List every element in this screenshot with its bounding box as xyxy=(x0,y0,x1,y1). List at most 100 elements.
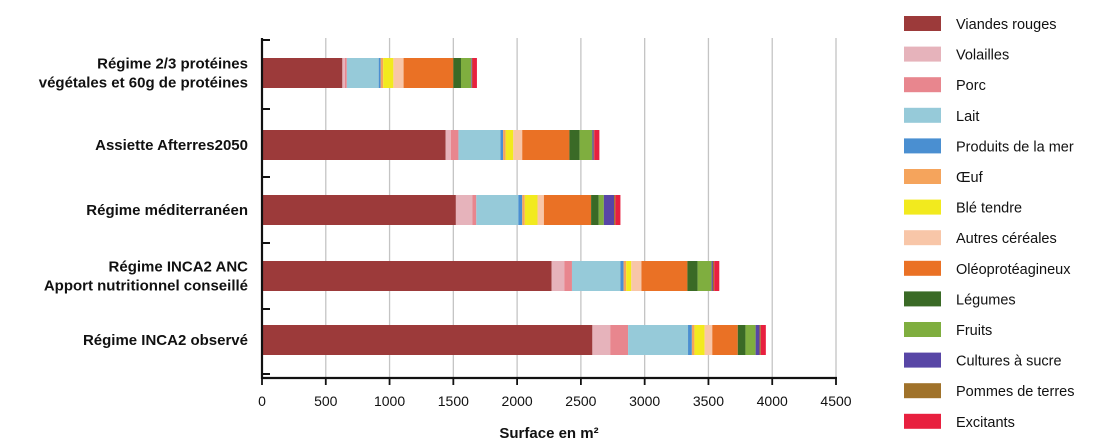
bar-segment xyxy=(688,325,692,355)
category-label: Régime INCA2 observé xyxy=(83,332,248,349)
bar-segment xyxy=(472,58,477,88)
legend-label: Fruits xyxy=(956,323,992,339)
bar-segment xyxy=(403,58,454,88)
bar-segment xyxy=(460,58,472,88)
bar-segment xyxy=(704,325,713,355)
legend-label: Œuf xyxy=(956,170,984,186)
bar-segment xyxy=(522,195,525,225)
x-axis-title: Surface en m² xyxy=(499,425,598,442)
bar-segment xyxy=(378,58,381,88)
legend-label: Viandes rouges xyxy=(956,17,1057,33)
category-label: Régime INCA2 ANC xyxy=(109,259,249,276)
x-tick-labels: 0 500 1000 1500 2000 2500 3000 3500 4000 4500 xyxy=(258,393,852,409)
bar-segment xyxy=(344,58,347,88)
bar-segment xyxy=(631,261,642,291)
category-label: Régime 2/3 protéines xyxy=(97,56,248,73)
legend-label: Cultures à sucre xyxy=(956,354,1062,370)
legend-label: Pommes de terres xyxy=(956,384,1074,400)
bar-segment xyxy=(393,58,404,88)
x-tick-label: 3000 xyxy=(629,393,660,409)
legend-swatch xyxy=(904,352,941,368)
bar-segment xyxy=(610,325,629,355)
bar-segment xyxy=(450,130,459,160)
bar-segment xyxy=(458,130,501,160)
bar-segment xyxy=(342,58,345,88)
bar-segment xyxy=(564,261,572,291)
bar-segment xyxy=(500,130,504,160)
legend-label: Porc xyxy=(956,78,986,94)
bar-segment xyxy=(262,261,552,291)
bar-segment xyxy=(711,261,713,291)
bar-segment xyxy=(472,195,477,225)
legend-label: Autres céréales xyxy=(956,231,1057,247)
legend-swatch xyxy=(904,77,941,93)
legend-label: Légumes xyxy=(956,292,1016,308)
bar-segment xyxy=(453,58,461,88)
x-tick-label: 1000 xyxy=(374,393,405,409)
bar-segment xyxy=(760,325,766,355)
bar-segment xyxy=(687,261,698,291)
legend-label: Oléoprotéagineux xyxy=(956,262,1071,278)
category-label: Assiette Afterres2050 xyxy=(95,137,248,154)
bar-segment xyxy=(537,195,544,225)
legend-swatch xyxy=(904,199,941,215)
bar-segment xyxy=(592,130,594,160)
bar-segment xyxy=(569,130,580,160)
category-label: Régime méditerranéen xyxy=(86,202,248,219)
bar-segment xyxy=(697,261,712,291)
bar-segment xyxy=(471,58,472,88)
legend-label: Produits de la mer xyxy=(956,139,1074,155)
bar-segment xyxy=(615,195,621,225)
axes xyxy=(260,38,837,385)
legend-label: Lait xyxy=(956,109,979,125)
bar-segment xyxy=(614,195,616,225)
legend: Viandes rouges Volailles Porc Lait Produits … xyxy=(904,16,1074,431)
bar-segment xyxy=(543,195,592,225)
bar-segment xyxy=(503,130,506,160)
x-tick-label: 4000 xyxy=(757,393,788,409)
bar-segment xyxy=(455,195,473,225)
legend-swatch xyxy=(904,46,941,62)
bar-segment xyxy=(603,195,615,225)
bar-segment xyxy=(620,261,624,291)
bar-segment xyxy=(593,130,595,160)
bar-segment xyxy=(551,261,565,291)
bar-segment xyxy=(524,195,538,225)
bar-segment xyxy=(476,195,519,225)
legend-label: Blé tendre xyxy=(956,201,1022,217)
bar-segment xyxy=(579,130,593,160)
bar-segment xyxy=(518,195,523,225)
x-tick-label: 1500 xyxy=(438,393,469,409)
legend-swatch xyxy=(904,260,941,276)
bar-segment xyxy=(571,261,621,291)
bar-segment xyxy=(759,325,761,355)
legend-swatch xyxy=(904,291,941,307)
bar-segment xyxy=(712,325,738,355)
bar-segment xyxy=(594,130,600,160)
x-tick-label: 3500 xyxy=(693,393,724,409)
category-labels: Régime 2/3 protéines végétales et 60g de … xyxy=(39,56,248,350)
bar-segment xyxy=(383,58,394,88)
bar-segment xyxy=(623,261,627,291)
bar-segment xyxy=(262,325,593,355)
legend-swatch xyxy=(904,16,941,31)
legend-swatch xyxy=(904,322,941,337)
x-tick-label: 0 xyxy=(258,393,266,409)
bar-segment xyxy=(714,261,720,291)
bar-segment xyxy=(380,58,384,88)
bar-segment xyxy=(592,325,611,355)
bar-segment xyxy=(628,325,689,355)
bar-segment xyxy=(262,58,343,88)
bar-segment xyxy=(755,325,760,355)
bars xyxy=(262,58,766,355)
bar-segment xyxy=(598,195,604,225)
bar-segment xyxy=(262,195,456,225)
x-tick-label: 2500 xyxy=(565,393,596,409)
bar-segment xyxy=(262,130,446,160)
legend-swatch xyxy=(904,413,941,429)
bar-segment xyxy=(745,325,756,355)
bar-segment xyxy=(712,261,715,291)
bar-segment xyxy=(737,325,746,355)
category-label: végétales et 60g de protéines xyxy=(39,75,248,92)
